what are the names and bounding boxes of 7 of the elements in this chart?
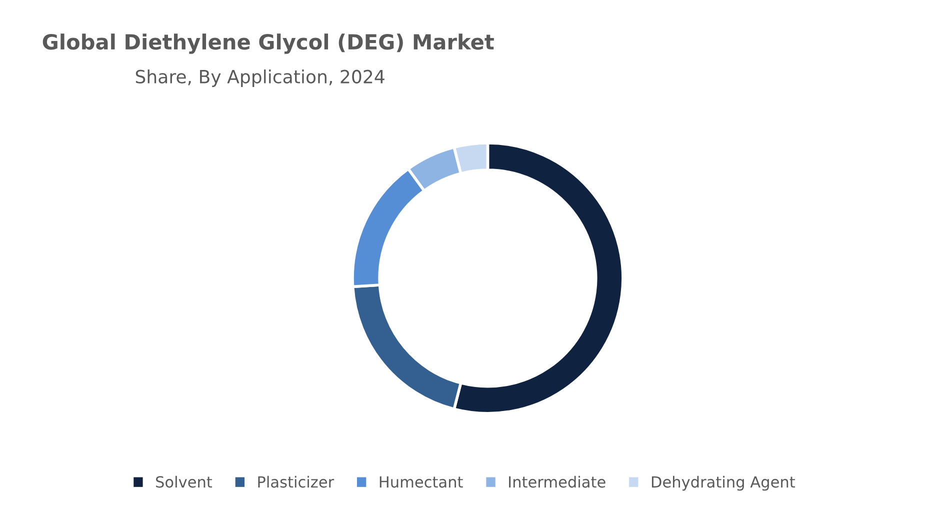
legend-label: Intermediate [509,476,606,488]
legend-label: Humectant [380,476,463,488]
chart-subtitle: Share, By Application, 2024 [136,69,384,87]
chart-title: Global Diethylene Glycol (DEG) Market [42,34,494,54]
legend-label: Plasticizer [258,476,334,488]
legend-label: Solvent [156,476,212,488]
legend-label: Dehydrating Agent [652,476,796,491]
